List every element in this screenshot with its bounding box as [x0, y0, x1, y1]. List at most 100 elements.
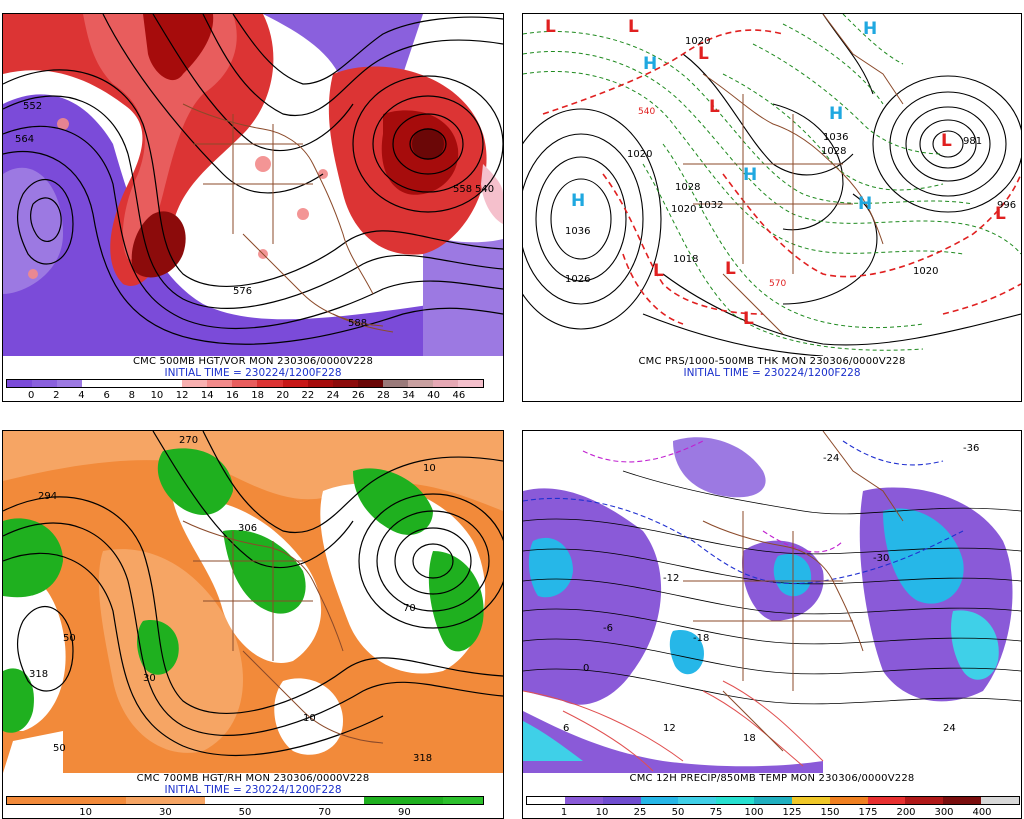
isobar-label: 981 [963, 136, 982, 147]
temp-label: -12 [663, 573, 679, 584]
scale-swatch [716, 797, 755, 804]
scale-swatch [165, 797, 206, 804]
high-pressure-marker: H [858, 194, 872, 214]
scale-tick-label: 14 [200, 390, 214, 401]
isobar-label: 996 [997, 200, 1016, 211]
scale-swatch [82, 380, 108, 387]
scale-swatch [284, 797, 325, 804]
scale-swatch [46, 797, 87, 804]
scale-swatch [457, 380, 483, 387]
scale-tick-label: 200 [896, 807, 916, 818]
isobar-label: 1020 [685, 36, 710, 47]
scale-tick-label: 6 [103, 390, 110, 401]
low-pressure-marker: L [743, 309, 754, 329]
panel-init-time: INITIAL TIME = 230224/1200F228 [164, 367, 342, 379]
scale-swatch [7, 380, 33, 387]
high-pressure-marker: H [829, 104, 843, 124]
scale-tick-label: 400 [972, 807, 992, 818]
scale-tick-label: 22 [301, 390, 315, 401]
scale-tick-label: 175 [858, 807, 878, 818]
map-pressure-thickness: 1020 1036 1026 1028 1020 1036 1028 1020 … [523, 14, 1021, 356]
scale-swatch [678, 797, 717, 804]
scale-swatch [403, 797, 444, 804]
scale-swatch [527, 797, 565, 804]
temp-label: -18 [693, 633, 709, 644]
color-scale-bar [6, 796, 484, 805]
contour-label: 552 [23, 101, 42, 112]
scale-swatch [232, 380, 258, 387]
color-scale-bar [6, 379, 484, 388]
scale-swatch [205, 797, 246, 804]
scale-swatch [324, 797, 365, 804]
contour-label: 576 [233, 286, 252, 297]
isobar-label: 1020 [913, 266, 938, 277]
color-scale-bar [526, 796, 1020, 805]
scale-swatch [86, 797, 127, 804]
scale-tick-label: 100 [744, 807, 764, 818]
isobar-label: 1020 [627, 149, 652, 160]
scale-tick-label: 8 [128, 390, 135, 401]
contour-label: 588 [348, 318, 367, 329]
contour-label: 558 [453, 184, 472, 195]
scale-swatch [307, 380, 333, 387]
temp-label: -30 [873, 553, 889, 564]
panel-700mb-humidity: 294 318 270 306 318 10 10 50 50 70 30 CM… [2, 430, 504, 819]
scale-tick-label: 34 [402, 390, 415, 401]
low-pressure-marker: L [941, 131, 952, 151]
rh-label: 50 [63, 633, 76, 644]
low-pressure-marker: L [653, 261, 664, 281]
scale-tick-label: 28 [376, 390, 390, 401]
scale-tick-label: 10 [150, 390, 164, 401]
scale-swatch [157, 380, 183, 387]
contour-label: 306 [238, 523, 257, 534]
isobar-label: 1028 [821, 146, 846, 157]
scale-swatch [640, 797, 679, 804]
low-pressure-marker: L [709, 97, 720, 117]
scale-tick-label: 25 [633, 807, 647, 818]
scale-tick-label: 18 [251, 390, 264, 401]
panel-caption: CMC PRS/1000-500MB THK MON 230306/0000V2… [638, 356, 906, 367]
scale-tick-label: 40 [427, 390, 441, 401]
panel-caption: CMC 12H PRECIP/850MB TEMP MON 230306/000… [629, 773, 915, 784]
temp-label: -6 [603, 623, 613, 634]
map-700mb-humidity: 294 318 270 306 318 10 10 50 50 70 30 [3, 431, 503, 773]
scale-tick-label: 90 [397, 807, 411, 818]
scale-tick-label: 24 [326, 390, 340, 401]
scale-tick-label: 30 [158, 807, 172, 818]
isobar-label: 1020 [671, 204, 696, 215]
scale-swatch [382, 380, 408, 387]
isobar-label: 1018 [673, 254, 698, 265]
scale-swatch [245, 797, 285, 804]
low-pressure-marker: L [995, 204, 1006, 224]
high-pressure-marker: H [743, 165, 757, 185]
isobar-label: 1032 [698, 200, 723, 211]
panel-init-time: INITIAL TIME = 230224/1200F228 [683, 367, 861, 379]
temp-label: 24 [943, 723, 956, 734]
temp-label: -24 [823, 453, 839, 464]
scale-tick-label: 0 [27, 390, 35, 401]
panel-caption: CMC 700MB HGT/RH MON 230306/0000V228 [136, 773, 370, 784]
scale-swatch [182, 380, 208, 387]
scale-swatch [791, 797, 830, 804]
scale-swatch [57, 380, 83, 387]
scale-swatch [443, 797, 484, 804]
high-pressure-marker: H [643, 54, 657, 74]
temp-label: 18 [743, 733, 756, 744]
scale-tick-label: 20 [276, 390, 290, 401]
scale-tick-label: 12 [175, 390, 189, 401]
rh-label: 10 [423, 463, 436, 474]
scale-tick-label: 1 [560, 807, 568, 818]
contour-label: 294 [38, 491, 57, 502]
scale-swatch [981, 797, 1019, 804]
rh-label: 10 [303, 713, 316, 724]
low-pressure-marker: L [698, 44, 709, 64]
scale-tick-label: 150 [820, 807, 840, 818]
contour-label: 564 [15, 134, 34, 145]
temp-label: 6 [563, 723, 569, 734]
panel-init-time: INITIAL TIME = 230224/1200F228 [164, 784, 342, 796]
scale-swatch [207, 380, 233, 387]
scale-tick-label: 50 [238, 807, 252, 818]
map-500mb-vorticity: 552 564 576 588 540 558 [3, 14, 503, 356]
scale-swatch [132, 380, 158, 387]
scale-swatch [905, 797, 944, 804]
